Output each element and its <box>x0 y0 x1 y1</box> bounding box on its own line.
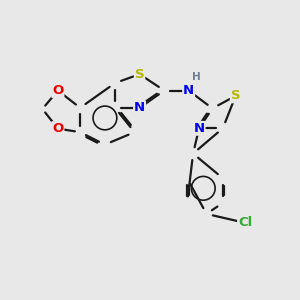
Text: O: O <box>52 84 64 97</box>
Text: O: O <box>52 122 64 135</box>
Text: N: N <box>134 101 145 114</box>
Text: S: S <box>135 68 144 81</box>
Text: N: N <box>194 122 205 135</box>
Text: Cl: Cl <box>238 216 252 229</box>
Text: S: S <box>231 89 240 102</box>
Text: N: N <box>183 84 194 97</box>
Text: H: H <box>192 72 200 82</box>
